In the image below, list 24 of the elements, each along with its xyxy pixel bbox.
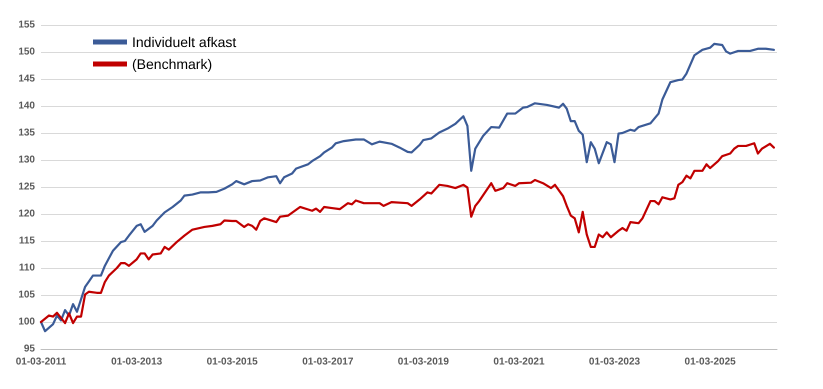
line-series bbox=[40, 142, 775, 324]
legend-label: (Benchmark) bbox=[132, 56, 212, 72]
y-tick-label: 115 bbox=[18, 236, 36, 246]
legend-label: Individuelt afkast bbox=[132, 34, 236, 50]
x-tick-label: 01-03-2025 bbox=[684, 356, 736, 368]
x-tick-label: 01-03-2015 bbox=[206, 356, 258, 368]
y-tick-label: 110 bbox=[18, 262, 36, 274]
x-tick-label: 01-03-2019 bbox=[398, 356, 450, 368]
y-tick-label: 100 bbox=[18, 316, 36, 328]
y-tick-label: 145 bbox=[18, 74, 36, 84]
y-tick-label: 155 bbox=[18, 20, 36, 30]
y-tick-label: 140 bbox=[18, 100, 36, 112]
x-tick-label: 01-03-2017 bbox=[302, 356, 354, 368]
y-tick-label: 150 bbox=[18, 46, 36, 58]
y-tick-label: 120 bbox=[18, 208, 36, 220]
y-tick-label: 95 bbox=[24, 344, 36, 354]
x-tick-label: 01-03-2021 bbox=[493, 356, 545, 368]
x-tick-label: 01-03-2013 bbox=[111, 356, 163, 368]
x-tick-label: 01-03-2011 bbox=[16, 356, 67, 368]
y-tick-label: 105 bbox=[18, 290, 36, 300]
y-tick-label: 130 bbox=[18, 154, 36, 166]
y-tick-label: 125 bbox=[18, 182, 36, 192]
x-tick-label: 01-03-2023 bbox=[588, 356, 641, 368]
y-tick-label: 135 bbox=[18, 128, 36, 138]
